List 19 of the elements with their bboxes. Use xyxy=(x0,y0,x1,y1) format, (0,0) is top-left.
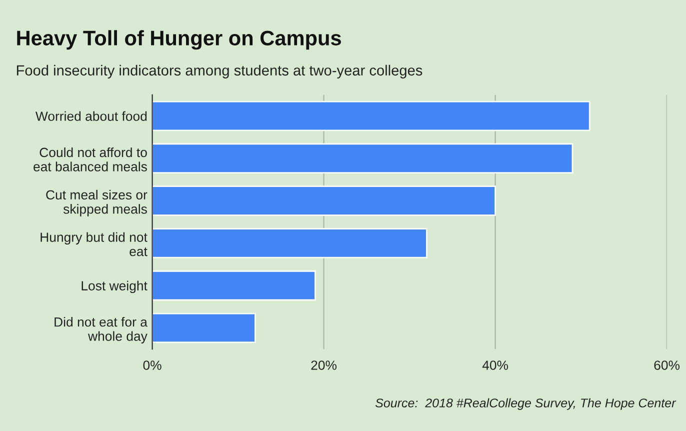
bar xyxy=(152,270,316,301)
y-tick-label: Could not afford to eat balanced meals xyxy=(34,147,147,172)
x-tick-label: 0% xyxy=(143,360,162,370)
chart-title: Heavy Toll of Hunger on Campus xyxy=(17,30,341,50)
bar xyxy=(152,186,496,216)
y-tick-label: Did not eat for a whole day xyxy=(54,316,148,344)
x-tick-label: 20% xyxy=(311,360,337,370)
y-tick-label: Lost weight xyxy=(82,280,148,294)
bar xyxy=(152,228,428,258)
y-tick-label: Hungry but did not eat xyxy=(40,232,148,256)
x-tick-label: 40% xyxy=(482,360,508,370)
x-tick-label: 60% xyxy=(654,360,680,370)
bar xyxy=(152,312,256,344)
y-tick-label: Cut meal sizes or skipped meals xyxy=(46,190,148,216)
bar xyxy=(152,100,590,132)
y-tick-label: Worried about food xyxy=(36,111,147,121)
bar xyxy=(152,143,574,174)
source-note: Source: 2018 #RealCollege Survey, The Hope Center xyxy=(375,398,676,410)
chart-subtitle: Food insecurity indicators among students at two-year colleges xyxy=(16,64,422,78)
